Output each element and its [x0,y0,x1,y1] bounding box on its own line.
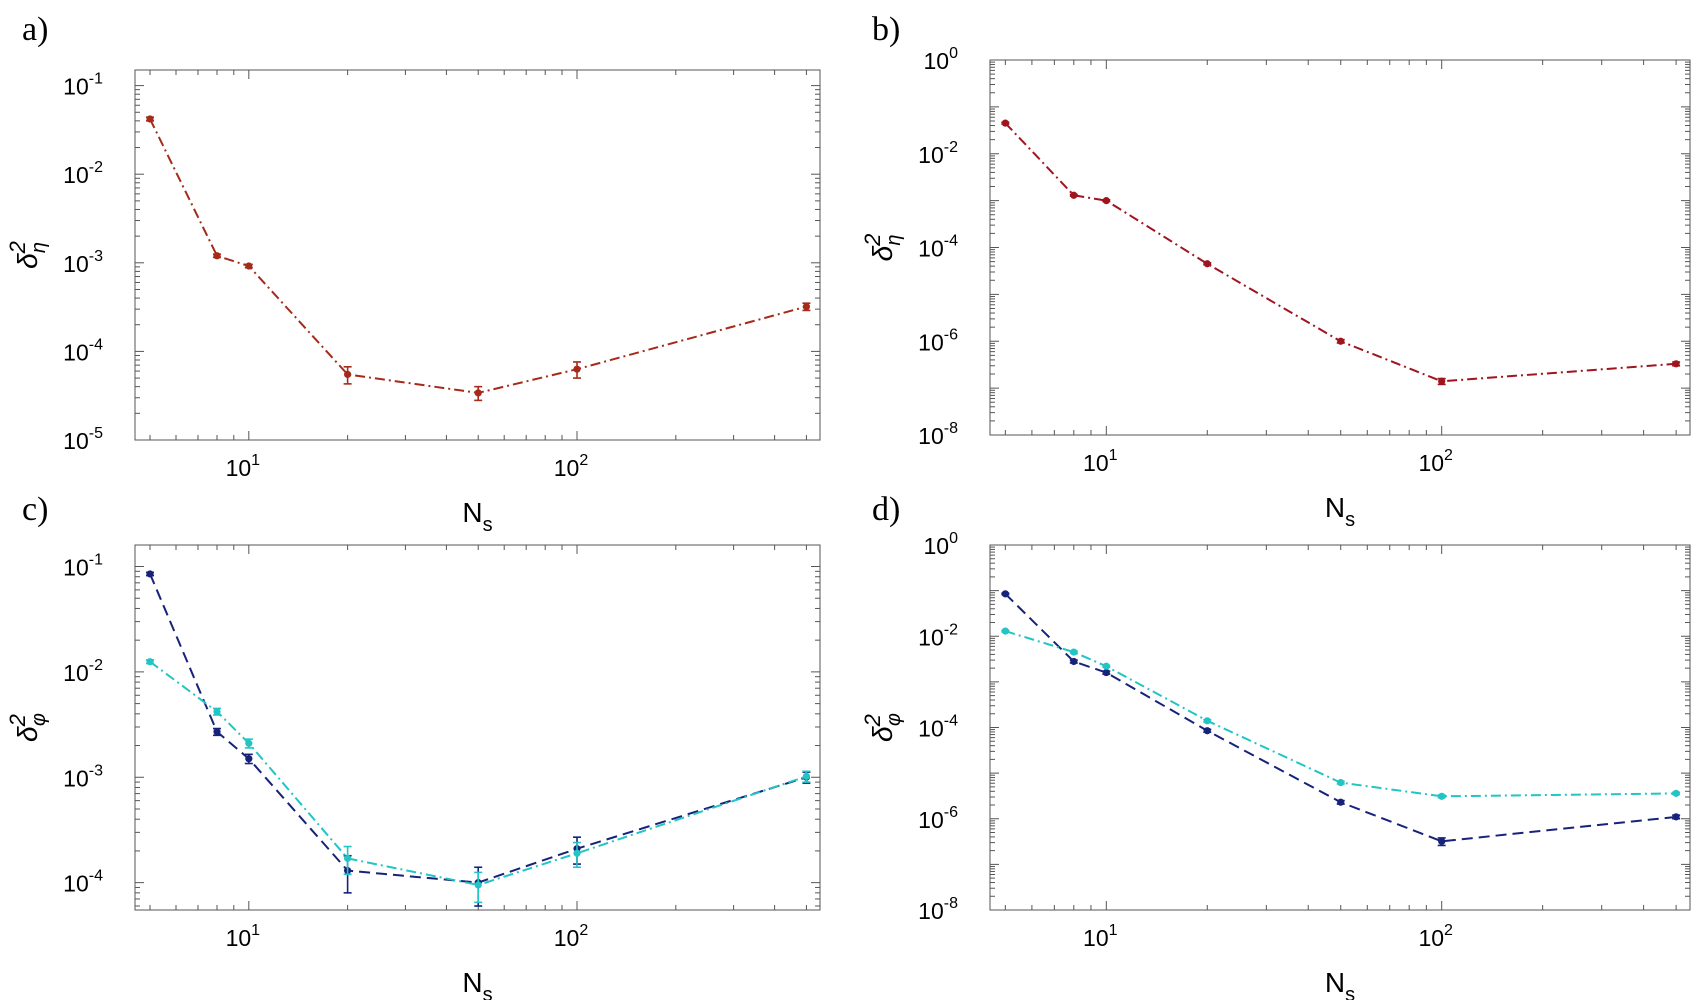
y-tick-label: 10-1 [63,71,103,100]
plot-frame [134,544,821,911]
y-tick-label: 10-3 [63,248,103,277]
data-point [1438,792,1446,800]
data-point [1337,778,1345,787]
data-point [1337,337,1345,345]
data-point [213,252,221,260]
series-cyan [1001,627,1681,800]
y-axis-label: δ2φ [860,713,905,742]
data-point [802,772,811,780]
data-point [1203,727,1211,735]
data-point [1001,627,1009,635]
data-point [245,739,253,747]
y-tick-label: 10-2 [63,159,103,188]
data-point [1001,590,1009,598]
data-point [213,707,221,716]
data-point [146,115,154,123]
data-point [1070,191,1078,199]
data-point [213,728,221,736]
data-point [573,849,581,857]
series-dark-blue [1001,590,1681,847]
data-point [245,755,253,763]
data-point [344,370,352,379]
y-tick-label: 10-8 [918,895,958,924]
y-tick-label: 10-4 [918,713,958,742]
panel-label: b) [872,11,900,48]
panel-label: d) [872,491,900,528]
series-delta2_eta [1001,119,1681,386]
data-point [573,365,581,373]
data-point [474,389,482,397]
data-point [1102,668,1110,677]
data-point [474,881,482,889]
data-point [344,854,352,862]
data-point [1672,360,1680,368]
data-point [146,570,154,578]
series-delta2_eta [146,115,811,402]
data-point [1001,119,1009,127]
data-point [1337,798,1345,806]
data-point [146,658,154,666]
y-tick-label: 10-6 [918,326,958,355]
data-point [1102,197,1110,205]
y-axis-label: δ2η [5,241,50,269]
data-point [802,303,811,311]
data-point [1672,813,1680,821]
series-cyan [146,658,811,904]
data-point [245,262,253,270]
data-point [1203,260,1211,268]
data-point [1070,648,1078,656]
panel-label: a) [22,11,48,48]
panel-label: c) [22,491,48,528]
plot-frame [134,69,821,441]
data-point [1438,377,1446,385]
data-point [1438,837,1446,845]
data-point [1070,657,1078,666]
y-axis-label: δ2φ [5,713,50,742]
data-point [1203,717,1211,725]
data-point [1672,789,1680,797]
data-point [1102,662,1110,670]
y-axis-label: δ2η [860,234,905,262]
